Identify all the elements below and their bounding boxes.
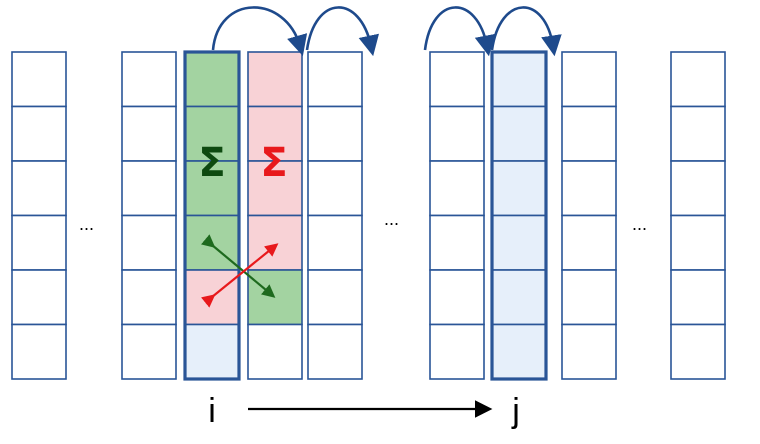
- cell-c8-3: [670, 214, 726, 271]
- column-c4: [307, 51, 363, 380]
- cell-c1-4: [121, 269, 177, 326]
- cell-c7-4: [561, 269, 617, 326]
- cell-c4-5: [307, 323, 363, 380]
- column-outlines: [183, 50, 548, 381]
- cell-col-j-3: [491, 214, 547, 271]
- cell-c1-1: [121, 105, 177, 162]
- sigma-red: Σ: [260, 140, 287, 186]
- cell-c7-5: [561, 323, 617, 380]
- highlight-outline-col-i: [183, 50, 241, 381]
- highlight-outline-col-j: [490, 50, 548, 381]
- cell-col-j-0: [491, 51, 547, 108]
- ellipsis-right: ...: [632, 214, 647, 234]
- cell-c4-4: [307, 269, 363, 326]
- cell-c4-0: [307, 51, 363, 108]
- cell-c0-3: [11, 214, 67, 271]
- column-c8: [670, 51, 726, 380]
- cell-c5-0: [429, 51, 485, 108]
- cell-c1-0: [121, 51, 177, 108]
- cell-col-i-0: [184, 51, 240, 108]
- curve-arrow-2: [305, 6, 380, 57]
- cell-col-i1-5: [247, 323, 303, 380]
- cell-c1-2: [121, 160, 177, 217]
- cell-c0-1: [11, 105, 67, 162]
- cell-col-i1-1: [247, 105, 303, 162]
- curve-arrow-3: [423, 6, 496, 57]
- cell-c8-1: [670, 105, 726, 162]
- cell-c7-3: [561, 214, 617, 271]
- cell-col-i-5: [184, 323, 240, 380]
- cell-col-j-2: [491, 160, 547, 217]
- cell-c7-2: [561, 160, 617, 217]
- label-i: i: [208, 392, 216, 430]
- cell-c5-3: [429, 214, 485, 271]
- cell-col-i-4: [184, 269, 240, 326]
- cell-c7-1: [561, 105, 617, 162]
- cell-col-i1-0: [247, 51, 303, 108]
- cell-c5-2: [429, 160, 485, 217]
- column-col-j: [491, 51, 547, 380]
- cell-c0-2: [11, 160, 67, 217]
- cell-c1-5: [121, 323, 177, 380]
- cell-c7-0: [561, 51, 617, 108]
- cell-c5-4: [429, 269, 485, 326]
- cell-c4-3: [307, 214, 363, 271]
- swap-arrow-red: [201, 243, 279, 308]
- curve-arrow-4: [490, 6, 562, 57]
- column-c5: [429, 51, 485, 380]
- cell-c4-1: [307, 105, 363, 162]
- columns: [11, 51, 726, 380]
- column-col-i1: [247, 51, 303, 380]
- cell-c5-5: [429, 323, 485, 380]
- column-col-i: [184, 51, 240, 380]
- cell-c0-5: [11, 323, 67, 380]
- ellipsis-middle: ...: [384, 209, 399, 229]
- cell-c8-2: [670, 160, 726, 217]
- cell-c0-4: [11, 269, 67, 326]
- cell-col-j-1: [491, 105, 547, 162]
- cell-col-i-2: [184, 160, 240, 217]
- cell-c8-0: [670, 51, 726, 108]
- column-c1: [121, 51, 177, 380]
- column-c0: [11, 51, 67, 380]
- column-c7: [561, 51, 617, 380]
- cell-col-i1-4: [247, 269, 303, 326]
- sigma-green: Σ: [198, 140, 225, 186]
- cell-c8-5: [670, 323, 726, 380]
- cell-c0-0: [11, 51, 67, 108]
- cell-c4-2: [307, 160, 363, 217]
- cell-col-j-5: [491, 323, 547, 380]
- cell-col-j-4: [491, 269, 547, 326]
- cell-c1-3: [121, 214, 177, 271]
- label-j: j: [511, 392, 520, 430]
- cell-c8-4: [670, 269, 726, 326]
- ellipsis-left: ...: [79, 214, 94, 234]
- cell-c5-1: [429, 105, 485, 162]
- curve-arrow-1: [211, 6, 308, 56]
